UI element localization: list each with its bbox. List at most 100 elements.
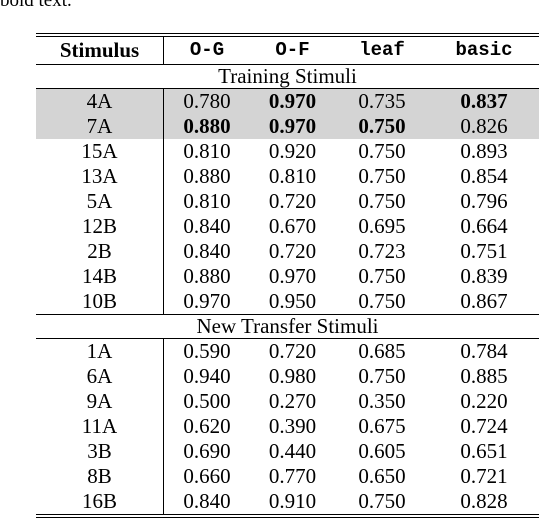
cell-basic: 0.867 [460, 289, 508, 313]
cell-of: 0.950 [268, 289, 317, 313]
cell-of: 0.910 [268, 489, 317, 513]
header-basic: basic [455, 39, 513, 61]
cell-basic: 0.651 [460, 439, 508, 463]
cell-og: 0.590 [183, 339, 231, 363]
header-rule [36, 64, 539, 65]
table-row: 12B 0.840 0.670 0.695 0.664 [36, 214, 539, 239]
header-og: O-G [189, 39, 225, 61]
bottom-rule-second [36, 517, 539, 518]
section-title-transfer: New Transfer Stimuli [196, 314, 379, 338]
bottom-rule [36, 514, 539, 515]
cell-og: 0.660 [183, 464, 231, 488]
cell-leaf: 0.750 [358, 164, 406, 188]
cell-stimulus: 3B [36, 439, 164, 464]
cell-leaf: 0.750 [358, 264, 406, 288]
cell-of: 0.970 [268, 114, 317, 138]
cell-leaf: 0.605 [358, 439, 406, 463]
cell-og: 0.880 [183, 114, 231, 138]
cell-of: 0.720 [268, 339, 317, 363]
cell-og: 0.970 [183, 289, 231, 313]
cell-basic: 0.837 [460, 89, 508, 113]
cell-og: 0.810 [183, 189, 231, 213]
cell-stimulus: 8B [36, 464, 164, 489]
cell-basic: 0.828 [460, 489, 508, 513]
cell-of: 0.770 [268, 464, 317, 488]
table-row: 4A 0.780 0.970 0.735 0.837 [36, 89, 539, 114]
cell-leaf: 0.735 [358, 89, 406, 113]
cell-og: 0.880 [183, 164, 231, 188]
table-row: 15A 0.810 0.920 0.750 0.893 [36, 139, 539, 164]
cell-leaf: 0.750 [358, 139, 406, 163]
cell-stimulus: 4A [36, 89, 164, 114]
table-row: 8B 0.660 0.770 0.650 0.721 [36, 464, 539, 489]
top-rule [36, 33, 539, 34]
cell-basic: 0.664 [460, 214, 508, 238]
table-row: 11A 0.620 0.390 0.675 0.724 [36, 414, 539, 439]
preceding-text-fragment: bold text. [0, 0, 72, 11]
table-row: 14B 0.880 0.970 0.750 0.839 [36, 264, 539, 289]
cell-stimulus: 7A [36, 114, 164, 139]
table-row: 2B 0.840 0.720 0.723 0.751 [36, 239, 539, 264]
table-row: 3B 0.690 0.440 0.605 0.651 [36, 439, 539, 464]
cell-og: 0.940 [183, 364, 231, 388]
cell-of: 0.810 [268, 164, 317, 188]
cell-leaf: 0.750 [358, 114, 406, 138]
cell-og: 0.840 [183, 489, 231, 513]
cell-basic: 0.796 [460, 189, 508, 213]
cell-og: 0.840 [183, 214, 231, 238]
cell-og: 0.690 [183, 439, 231, 463]
cell-og: 0.880 [183, 264, 231, 288]
cell-of: 0.720 [268, 239, 317, 263]
cell-basic: 0.839 [460, 264, 508, 288]
table-row: 7A 0.880 0.970 0.750 0.826 [36, 114, 539, 139]
top-rule-second [36, 36, 539, 37]
table-row: 16B 0.840 0.910 0.750 0.828 [36, 489, 539, 514]
cell-og: 0.620 [183, 414, 231, 438]
cell-stimulus: 14B [36, 264, 164, 289]
cell-leaf: 0.750 [358, 289, 406, 313]
cell-of: 0.980 [268, 364, 317, 388]
section-rule-training [36, 88, 539, 89]
cell-of: 0.270 [268, 389, 317, 413]
header-of: O-F [275, 39, 310, 61]
header-stimulus: Stimulus [36, 37, 164, 64]
cell-leaf: 0.750 [358, 364, 406, 388]
cell-of: 0.720 [268, 189, 317, 213]
cell-og: 0.810 [183, 139, 231, 163]
cell-stimulus: 1A [36, 339, 164, 364]
training-rows: 4A 0.780 0.970 0.735 0.837 7A 0.880 0.970 0.750 0… [36, 89, 539, 314]
cell-stimulus: 11A [36, 414, 164, 439]
cell-og: 0.840 [183, 239, 231, 263]
table-row: 5A 0.810 0.720 0.750 0.796 [36, 189, 539, 214]
cell-basic: 0.885 [460, 364, 508, 388]
table-row: 13A 0.880 0.810 0.750 0.854 [36, 164, 539, 189]
cell-stimulus: 9A [36, 389, 164, 414]
cell-leaf: 0.650 [358, 464, 406, 488]
transfer-rows: 1A 0.590 0.720 0.685 0.784 6A 0.940 0.980 0.750 0… [36, 339, 539, 514]
section-title-training: Training Stimuli [218, 64, 357, 88]
section-divider [36, 314, 539, 315]
cell-og: 0.780 [183, 89, 231, 113]
cell-stimulus: 15A [36, 139, 164, 164]
cell-basic: 0.784 [460, 339, 508, 363]
header-leaf: leaf [359, 39, 405, 61]
cell-basic: 0.721 [460, 464, 508, 488]
cell-stimulus: 6A [36, 364, 164, 389]
cell-leaf: 0.350 [358, 389, 406, 413]
cell-basic: 0.826 [460, 114, 508, 138]
cell-stimulus: 16B [36, 489, 164, 514]
cell-leaf: 0.723 [358, 239, 406, 263]
cell-leaf: 0.675 [358, 414, 406, 438]
table-row: 6A 0.940 0.980 0.750 0.885 [36, 364, 539, 389]
cell-of: 0.670 [268, 214, 317, 238]
cell-basic: 0.893 [460, 139, 508, 163]
results-table: Stimulus O-G O-F leaf basic Training Sti… [36, 33, 539, 518]
header-row: Stimulus O-G O-F leaf basic [36, 37, 539, 64]
cell-basic: 0.724 [460, 414, 508, 438]
cell-stimulus: 10B [36, 289, 164, 314]
cell-stimulus: 2B [36, 239, 164, 264]
cell-stimulus: 13A [36, 164, 164, 189]
cell-of: 0.920 [268, 139, 317, 163]
section-rule-transfer [36, 338, 539, 339]
cell-of: 0.970 [268, 264, 317, 288]
